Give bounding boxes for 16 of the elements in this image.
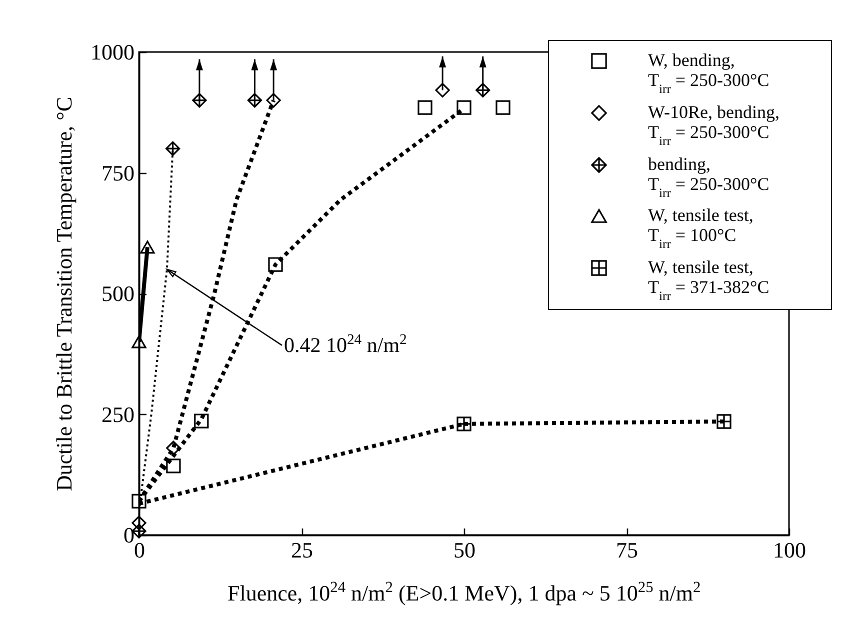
x-axis-title: Fluence, 10$^{24}$ n/m$^{2}$ (E>0.1 MeV), 1 dpa ~ 5 10$^{25}$ n/m$^{2}$ (228, 579, 701, 606)
legend-label: W, tensile test, T$_{irr}$ = 371-382°C (648, 257, 770, 303)
y-tick-label: 1000 (90, 40, 134, 64)
legend-label: W, tensile test, T$_{irr}$ = 100°C (648, 205, 754, 251)
x-tick-label: 100 (773, 538, 806, 562)
y-axis-title: Ductile to Brittle Transition Temperature, °C (52, 96, 76, 492)
y-tick-label: 750 (102, 160, 134, 186)
y-tick-label: 250 (102, 402, 134, 427)
x-tick-label: 75 (616, 538, 638, 562)
x-tick-label: 25 (291, 538, 313, 562)
annotation: 0.42 10$^{24}$ n/m$^{2}$ (284, 332, 407, 358)
legend-label: W, bending, T$_{irr}$ = 250-300°C (648, 50, 770, 96)
y-tick-label: 500 (102, 281, 134, 306)
legend-label: bending, T$_{irr}$ = 250-300°C (648, 154, 770, 200)
legend-label: W-10Re, bending, T$_{irr}$ = 250-300°C (648, 102, 780, 148)
x-tick-label: 50 (454, 538, 476, 562)
